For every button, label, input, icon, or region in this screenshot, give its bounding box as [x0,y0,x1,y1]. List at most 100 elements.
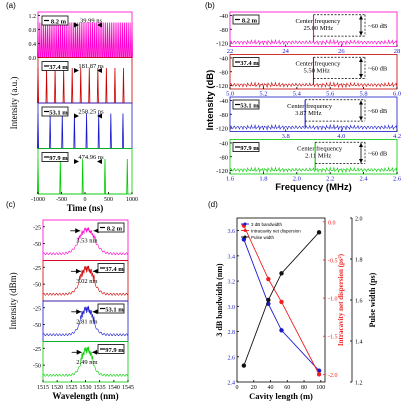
xtick-label-d-5: 100 [316,385,325,391]
ytick-label-b-2-2: -120 [216,126,228,133]
bw-arrow-left-1 [75,268,81,274]
legend-b-2-label: 53.1 m [240,103,259,110]
ytick-label-b-1-2: -120 [216,83,228,90]
ytick-label-b-2-0: -40 [219,98,228,105]
panel-letter-b: (b) [205,1,215,10]
arrow-a-left-2 [74,113,79,119]
xtick-label-c-3: 1530 [80,385,92,391]
bw-label-0: 3.53 nm [76,237,97,244]
ytick-label-d-left-3: 3.0 [228,305,236,311]
legend-b-1-box [232,57,260,67]
ytick-label-d-left-4: 3.2 [228,280,236,286]
series-point-d-1-1 [266,276,271,282]
arrow-a-right-3 [97,159,102,164]
snr-arrowhead-up-2 [359,100,363,105]
rf-noise-2 [229,123,398,131]
legend-c-3-label: 97.9 m [105,347,124,354]
center-value-2: 3.87 MHz [295,110,321,117]
ytick-label-b-0-0: -40 [219,13,228,20]
panel-letter-d: (d) [208,200,218,209]
ytick-label-a-0: 0.0 [29,56,37,62]
ytick-label-c-2-1: -50 [33,323,41,329]
bw-arrow-left-3 [76,349,82,355]
xtick-label-c-6: 1545 [122,385,134,391]
center-value-1: 5.50 MHz [304,67,330,74]
legend-a-2-box [41,106,69,117]
xtick-label-b-1-0: 5.0 [226,91,234,98]
ytick-label-a-1: 0.4 [29,42,37,48]
snr-arrowhead-down-1 [359,73,363,78]
legend-c-2-label: 53.1 m [105,307,124,314]
pulse-train-0 [37,22,133,58]
ytick-label-b-0-1: -80 [219,27,228,34]
series-point-d-2-2 [279,271,284,276]
spectrum-trace-2 [42,305,129,337]
ylabel-b: Intensity (dB) [205,70,216,131]
ytick-label-d-left-1: 2.6 [228,355,236,361]
snr-label-3: ~60 dB [368,150,388,157]
xtick-label-d-1: 20 [251,385,257,391]
legend-d-label-2: Pulse width [251,235,275,240]
xtick-label-b-3-0: 1.6 [226,176,235,183]
arrow-a-right-0 [97,22,102,28]
snr-label-2: ~60 dB [368,108,388,115]
ytick-label-a-3: 1.2 [29,14,37,20]
series-line-d-2 [243,232,320,366]
bw-arrow-left-2 [76,309,82,315]
spectrum-trace-0 [42,226,129,256]
ytick-label-c-3-0: -25 [33,347,41,353]
ytick-label-b-0-2: -120 [216,41,228,48]
xtick-label-c-4: 1535 [94,385,106,391]
series-line-d-1 [243,225,320,375]
xtick-label-b-3-5: 2.6 [393,176,402,183]
xtick-label-c-1: 1520 [51,385,63,391]
legend-c-1-box [97,263,125,273]
legend-b-0-box [232,14,260,25]
xtick-label-b-1-2: 5.4 [293,91,302,98]
ytick-label-d-r1-4: 0.0 [328,220,336,226]
snr-label-0: ~60 dB [368,23,388,30]
bw-arrow-right-0 [93,228,99,234]
ytick-label-b-3-1: -80 [219,154,228,161]
legend-a-1-label: 37.4 m [49,64,68,71]
xtick-label-b-1-3: 5.6 [326,91,335,98]
ylabel-c: Intensity (dBm) [8,272,18,329]
rf-noise-3 [229,166,398,174]
xtick-label-b-2-2: 4.2 [393,133,401,140]
series-point-d-1-3 [316,372,322,377]
legend-d-marker-0 [243,222,247,226]
series-point-d-2-1 [266,297,271,303]
xtick-label-b-1-4: 5.8 [360,91,368,98]
ytick-label-b-1-0: -40 [219,55,228,62]
xtick-label-b-0-1: 24 [282,48,289,55]
ytick-label-b-1-1: -80 [219,69,228,76]
xtick-label-b-3-1: 1.8 [259,176,267,183]
bw-arrow-right-1 [92,268,98,274]
bw-label-1: 3.02 nm [76,278,97,285]
ytick-label-d-r2-4: 2.0 [355,217,363,223]
snr-arrowhead-down-0 [359,31,363,36]
xtick-label-b-2-1: 4.0 [337,133,345,140]
center-label-2: Center frequency [287,103,333,110]
bw-label-3: 2.49 nm [76,359,97,366]
ytick-label-b-3-0: -40 [219,140,228,147]
xtick-label-c-0: 1515 [37,385,49,391]
xtick-label-d-3: 60 [284,385,290,391]
ytick-label-d-r1-1: -1.5 [328,335,338,341]
legend-d-marker-2 [243,235,247,239]
series-point-d-2-3 [316,230,322,235]
ytick-label-d-r1-0: -2.0 [328,373,338,379]
legend-a-0-label: 8.2 m [51,19,67,26]
ytick-label-d-r2-2: 1.6 [355,299,363,305]
snr-arrowhead-up-1 [359,57,363,62]
ytick-label-d-r2-3: 1.8 [355,258,363,264]
series-point-d-0-2 [279,328,284,333]
xtick-label-b-0-2: 26 [338,48,345,55]
series-point-d-1-2 [279,299,284,305]
bw-arrow-right-3 [92,349,98,355]
legend-a-1-box [41,61,69,71]
panel-letter-a: (a) [6,1,16,10]
ylabel-d-r1: Intracavity net dispersion (ps²) [337,253,345,346]
arrow-a-right-1 [97,68,102,73]
pulse-train-3 [37,158,129,195]
